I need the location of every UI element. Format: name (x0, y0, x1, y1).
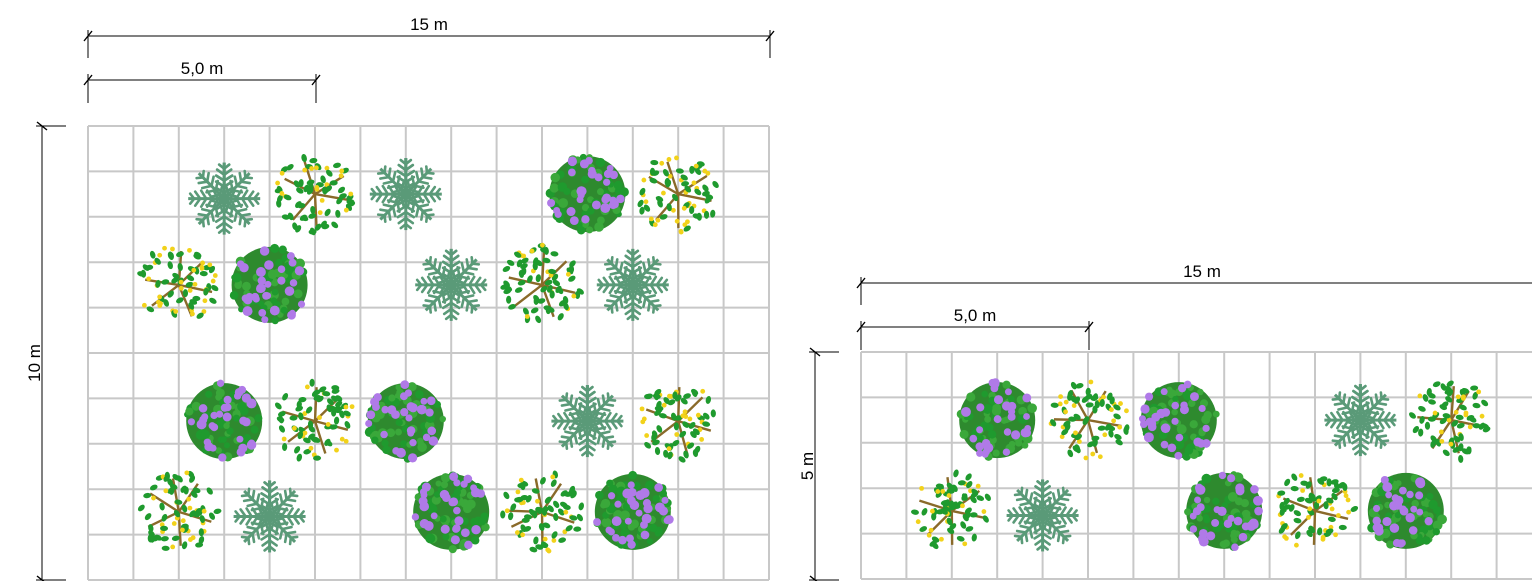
plan-a-height-label: 10 m (25, 344, 44, 382)
plan-a-module-label: 5,0 m (181, 59, 224, 78)
yellow-flowering-tree-symbol (1276, 473, 1359, 548)
purple-flowering-tree-symbol (184, 379, 263, 462)
purple-flowering-tree-symbol (1184, 471, 1263, 551)
palm-tree-symbol (597, 249, 669, 321)
plan-b-width-dimension: 15 m (856, 262, 1532, 305)
plan-b-height-label: 5 m (798, 452, 817, 480)
purple-flowering-tree-symbol (1138, 380, 1220, 461)
yellow-flowering-tree-symbol (500, 470, 584, 554)
palm-tree-symbol (551, 385, 623, 457)
plan-b: 15 m 5,0 m 5 m (798, 262, 1532, 581)
palm-tree-symbol (188, 163, 260, 235)
plan-a-width-dimension: 15 m (83, 15, 775, 58)
plan-b-height-dimension: 5 m (798, 347, 839, 581)
yellow-flowering-tree-symbol (639, 387, 716, 463)
palm-tree-symbol (415, 249, 487, 321)
plan-a: 15 m 5,0 m 10 m (25, 15, 775, 581)
plan-a-width-label: 15 m (410, 15, 448, 34)
purple-flowering-tree-symbol (364, 380, 446, 463)
yellow-flowering-tree-symbol (137, 470, 222, 551)
yellow-flowering-tree-symbol (637, 155, 719, 235)
yellow-flowering-tree-symbol (911, 469, 991, 550)
purple-flowering-tree-symbol (1367, 472, 1447, 549)
yellow-flowering-tree-symbol (274, 153, 356, 236)
plan-a-height-dimension: 10 m (25, 121, 66, 581)
yellow-flowering-tree-symbol (500, 242, 584, 324)
plan-b-grid (860, 351, 1532, 580)
plan-b-module-dimension: 5,0 m (856, 306, 1094, 350)
yellow-flowering-tree-symbol (1409, 380, 1491, 463)
purple-flowering-tree-symbol (545, 153, 629, 235)
purple-flowering-tree-symbol (229, 243, 308, 325)
palm-tree-symbol (1324, 384, 1396, 456)
purple-flowering-tree-symbol (956, 378, 1037, 461)
yellow-flowering-tree-symbol (274, 378, 355, 462)
plan-a-plants (137, 153, 719, 554)
plan-a-module-dimension: 5,0 m (83, 59, 321, 103)
plan-b-module-label: 5,0 m (954, 306, 997, 325)
yellow-flowering-tree-symbol (1048, 379, 1130, 461)
plan-b-width-label: 15 m (1183, 262, 1221, 281)
yellow-flowering-tree-symbol (137, 245, 219, 319)
palm-tree-symbol (234, 480, 306, 552)
palm-tree-symbol (370, 158, 442, 230)
palm-tree-symbol (1007, 479, 1079, 551)
purple-flowering-tree-symbol (593, 470, 674, 550)
plan-b-plants (911, 378, 1491, 551)
purple-flowering-tree-symbol (411, 471, 490, 554)
